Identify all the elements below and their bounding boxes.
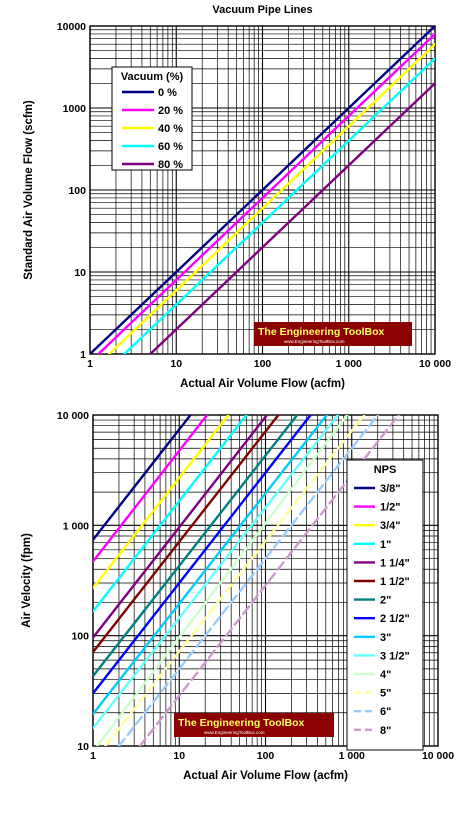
- series-line-5: [93, 415, 280, 654]
- series-line-2: [93, 415, 230, 590]
- x-tick-label: 1: [90, 750, 96, 762]
- legend-label-5: 1 1/2": [380, 576, 410, 588]
- y-tick-label: 10: [77, 741, 89, 753]
- series-line-8: [93, 415, 328, 716]
- legend-box: [111, 66, 193, 171]
- y-axis-label: Standard Air Volume Flow (scfm): [23, 100, 35, 280]
- x-tick-label: 10 000: [419, 358, 451, 370]
- series-line-1: [93, 415, 209, 563]
- legend: Vacuum (%) 0 % 20 % 40 % 60 % 80 %: [111, 66, 193, 171]
- watermark-text: The Engineering ToolBox: [178, 717, 305, 729]
- x-tick-label: 100: [254, 358, 272, 370]
- legend-label-1: 1/2": [380, 502, 401, 514]
- y-tick-label: 10: [74, 267, 86, 279]
- legend-label-11: 5": [380, 688, 391, 700]
- series-line-4: [149, 82, 435, 354]
- series-line-4: [93, 415, 269, 639]
- x-tick-label: 10: [173, 750, 185, 762]
- series-line-9: [93, 415, 340, 730]
- series-lines: [93, 415, 400, 746]
- series-line-3: [93, 415, 248, 613]
- series-line-3: [123, 57, 435, 354]
- chart-title: Vacuum Pipe Lines: [212, 4, 313, 16]
- series-line-12: [117, 415, 379, 746]
- series-line-7: [93, 415, 312, 695]
- legend-title: NPS: [374, 464, 397, 476]
- x-tick-label: 10: [170, 358, 182, 370]
- x-tick-label: 1 000: [336, 358, 362, 370]
- legend-label-10: 4": [380, 669, 391, 681]
- legend-label-13: 8": [380, 725, 391, 737]
- y-axis-label: Air Velocity (fpm): [21, 533, 33, 628]
- legend-label-3: 1": [380, 539, 391, 551]
- legend-label-3: 60 %: [158, 141, 183, 153]
- x-tick-label: 1: [87, 358, 93, 370]
- legend-label-12: 6": [380, 706, 391, 718]
- watermark: The Engineering ToolBoxwww.EngineeringTo…: [254, 322, 412, 346]
- legend-label-0: 3/8": [380, 483, 401, 495]
- series-line-1: [97, 32, 435, 354]
- legend-label-2: 3/4": [380, 520, 401, 532]
- vacuum-chart: The Engineering ToolBoxwww.EngineeringTo…: [23, 21, 451, 390]
- y-tick-label: 100: [68, 185, 86, 197]
- series-line-0: [90, 26, 435, 354]
- series-line-6: [93, 415, 299, 678]
- y-tick-label: 1: [80, 349, 86, 361]
- legend-label-2: 40 %: [158, 123, 183, 135]
- series-line-10: [96, 415, 349, 746]
- legend-label-8: 3": [380, 632, 391, 644]
- series-line-0: [93, 415, 192, 541]
- legend-label-4: 1 1/4": [380, 557, 410, 569]
- x-tick-label: 10 000: [422, 750, 454, 762]
- series-lines: [90, 26, 435, 354]
- legend-label-7: 2 1/2": [380, 613, 410, 625]
- watermark-text: The Engineering ToolBox: [258, 326, 385, 338]
- legend-label-0: 0 %: [158, 87, 177, 99]
- legend-label-1: 20 %: [158, 105, 183, 117]
- watermark-url: www.EngineeringToolBox.com: [284, 339, 345, 344]
- plot-frame: [89, 25, 436, 355]
- x-tick-label: 100: [257, 750, 275, 762]
- y-tick-label: 1 000: [63, 520, 89, 532]
- legend-label-6: 2": [380, 595, 391, 607]
- velocity-chart: The Engineering ToolBoxwww.EngineeringTo…: [21, 410, 454, 782]
- y-tick-label: 100: [71, 631, 89, 643]
- y-tick-label: 10 000: [57, 410, 89, 422]
- series-line-11: [104, 415, 366, 746]
- legend-label-9: 3 1/2": [380, 650, 410, 662]
- watermark: The Engineering ToolBoxwww.EngineeringTo…: [174, 713, 334, 737]
- watermark-url: www.EngineeringToolBox.com: [204, 730, 265, 735]
- watermark-box: [254, 322, 412, 346]
- y-tick-label: 10000: [57, 21, 86, 33]
- watermark-box: [174, 713, 334, 737]
- legend: NPS 3/8" 1/2" 3/4" 1" 1 1/4" 1 1/2" 2" 2 1/2" 3" 3…: [346, 459, 424, 751]
- x-tick-label: 1 000: [339, 750, 365, 762]
- legend-box: [346, 459, 424, 751]
- legend-title: Vacuum (%): [121, 71, 184, 83]
- legend-label-4: 80 %: [158, 159, 183, 171]
- series-line-2: [108, 42, 435, 354]
- y-tick-label: 1000: [63, 103, 87, 115]
- x-axis-label: Actual Air Volume Flow (acfm): [183, 770, 348, 782]
- x-axis-label: Actual Air Volume Flow (acfm): [180, 378, 345, 390]
